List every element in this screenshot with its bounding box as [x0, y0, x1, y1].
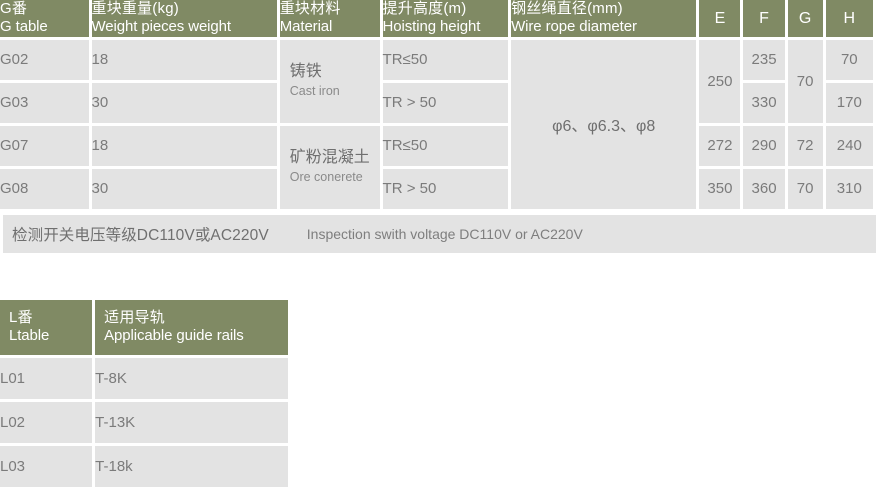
g-cell-h: 240: [825, 125, 873, 166]
inspection-voltage-note-en: Inspection swith voltage DC110V or AC220…: [306, 225, 583, 242]
g-cell-material: 铸铁 Cast iron: [279, 39, 380, 123]
l-header-l-table-en: Ltable: [9, 326, 50, 344]
g-header-hoisting-height-en: Hoisting height: [382, 18, 481, 36]
l-cell-code: L01: [0, 358, 93, 400]
g-header-h: H: [825, 0, 873, 37]
g-cell-hoisting-height: TR≤50: [382, 39, 509, 80]
g-table-header-row: G番 G table 重块重量(kg) Weight pieces weight…: [0, 0, 873, 37]
l-cell-rail: T-13K: [95, 402, 288, 444]
l-header-guide-rails-en: Applicable guide rails: [104, 326, 244, 344]
g-cell-f: 235: [743, 39, 785, 80]
g-cell-weight: 30: [91, 168, 277, 209]
l-header-guide-rails: 适用导轨 Applicable guide rails: [95, 299, 288, 356]
g-header-weight-cn: 重块重量(kg): [91, 0, 179, 17]
g-cell-g: 70: [787, 168, 823, 209]
g-cell-hoisting-height: TR > 50: [382, 82, 509, 123]
g-header-weight: 重块重量(kg) Weight pieces weight: [91, 0, 277, 37]
g-cell-g: 72: [787, 125, 823, 166]
g-header-material-cn: 重块材料: [279, 0, 341, 17]
inspection-voltage-note-cn: 检测开关电压等级DC110V或AC220V: [12, 226, 269, 244]
l-cell-rail: T-18k: [95, 446, 288, 488]
l-table-row: L02 T-13K: [0, 402, 288, 444]
g-header-wire-rope-diameter-cn: 钢丝绳直径(mm): [511, 0, 623, 17]
g-cell-e: 350: [699, 168, 741, 209]
g-cell-code: G02: [0, 39, 89, 80]
g-cell-weight: 30: [91, 82, 277, 123]
l-header-l-table-cn: L番: [9, 308, 33, 326]
g-cell-f: 290: [743, 125, 785, 166]
g-cell-code: G08: [0, 168, 89, 209]
g-cell-g: 70: [787, 39, 823, 123]
g-cell-e: 250: [699, 39, 741, 123]
g-header-hoisting-height-cn: 提升高度(m): [382, 0, 467, 17]
g-table-row: G02 18 铸铁 Cast iron TR≤50 φ6、φ6.3、φ8 250…: [0, 39, 873, 209]
g-header-wire-rope-diameter-en: Wire rope diameter: [511, 18, 637, 36]
g-header-wire-rope-diameter: 钢丝绳直径(mm) Wire rope diameter: [511, 0, 697, 37]
l-header-guide-rails-cn: 适用导轨: [104, 308, 165, 326]
g-header-hoisting-height: 提升高度(m) Hoisting height: [382, 0, 509, 37]
g-cell-f: 330: [743, 82, 785, 123]
l-cell-code: L03: [0, 446, 93, 488]
g-cell-material-en: Ore conerete: [289, 170, 363, 185]
g-cell-material: 矿粉混凝土 Ore conerete: [279, 125, 380, 209]
section-spacer: [0, 253, 879, 297]
g-cell-h: 170: [825, 82, 873, 123]
g-header-g-table: G番 G table: [0, 0, 89, 37]
g-header-e: E: [699, 0, 741, 37]
g-header-weight-en: Weight pieces weight: [91, 18, 232, 36]
g-cell-hoisting-height: TR≤50: [382, 125, 509, 166]
g-cell-material-cn: 铸铁: [289, 63, 322, 81]
l-table-row: L01 T-8K: [0, 358, 288, 400]
l-table-row: L03 T-18k: [0, 446, 288, 488]
g-cell-material-cn: 矿粉混凝土: [289, 149, 370, 167]
g-cell-weight: 18: [91, 39, 277, 80]
g-header-f: F: [743, 0, 785, 37]
l-cell-rail: T-8K: [95, 358, 288, 400]
g-cell-h: 70: [825, 39, 873, 80]
g-header-g-table-cn: G番: [0, 0, 28, 17]
l-specification-table: L番 Ltable 适用导轨 Applicable guide rails L0…: [0, 297, 291, 490]
l-cell-code: L02: [0, 402, 93, 444]
g-cell-code: G03: [0, 82, 89, 123]
g-cell-e: 272: [699, 125, 741, 166]
l-header-l-table: L番 Ltable: [0, 299, 93, 356]
g-table-row: G03 30 TR > 50 330 170: [0, 82, 873, 123]
g-cell-material-en: Cast iron: [289, 84, 340, 99]
g-cell-f: 360: [743, 168, 785, 209]
g-header-g: G: [787, 0, 823, 37]
inspection-voltage-note: 检测开关电压等级DC110V或AC220V Inspection swith v…: [3, 214, 876, 253]
g-table-row: G08 30 TR > 50 350 360 70 310: [0, 168, 873, 209]
g-header-material-en: Material: [279, 18, 333, 36]
g-cell-weight: 18: [91, 125, 277, 166]
g-cell-wire-rope-diameter: φ6、φ6.3、φ8: [511, 39, 697, 209]
l-table-header-row: L番 Ltable 适用导轨 Applicable guide rails: [0, 299, 288, 356]
g-header-material: 重块材料 Material: [279, 0, 380, 37]
g-header-g-table-en: G table: [0, 18, 48, 36]
g-cell-h: 310: [825, 168, 873, 209]
g-cell-code: G07: [0, 125, 89, 166]
g-cell-hoisting-height: TR > 50: [382, 168, 509, 209]
g-specification-table: G番 G table 重块重量(kg) Weight pieces weight…: [0, 0, 876, 212]
g-table-row: G07 18 矿粉混凝土 Ore conerete TR≤50 272 290 …: [0, 125, 873, 209]
